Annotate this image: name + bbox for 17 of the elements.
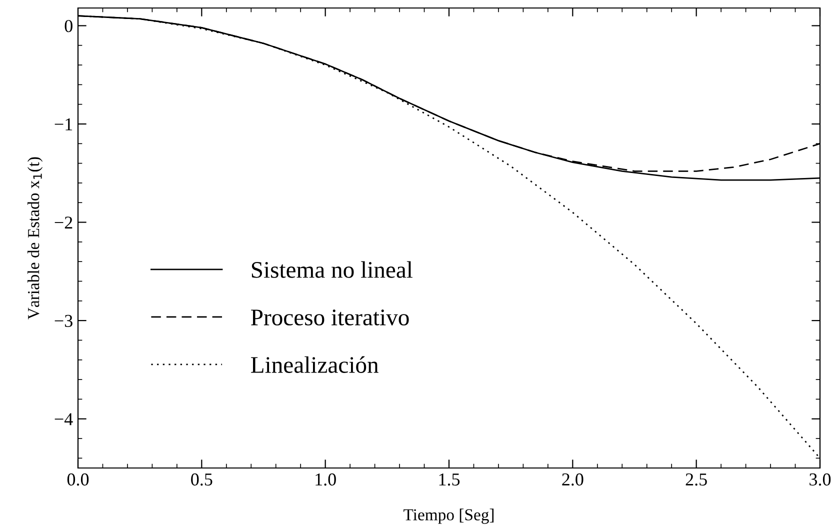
x-tick-label: 1.5 (439, 473, 460, 486)
x-tick-label: 2.5 (686, 473, 707, 486)
y-tick-label: −2 (54, 216, 72, 229)
x-tick-label: 0.0 (67, 473, 89, 486)
legend-label: Linealización (251, 356, 378, 373)
legend-label: Sistema no lineal (252, 261, 413, 278)
x-axis-title: Tiempo [Seg] (404, 508, 494, 524)
legend-label: Proceso iterativo (251, 310, 409, 326)
y-tick-label: −3 (54, 314, 72, 328)
x-tick-label: 1.0 (316, 473, 336, 486)
y-tick-label: −1 (54, 118, 72, 130)
y-tick-label: 0 (64, 20, 72, 32)
x-tick-label: 3.0 (810, 473, 831, 486)
y-tick-label: −4 (54, 413, 73, 426)
x-tick-label: 2.0 (562, 473, 584, 486)
x-tick-label: 0.5 (191, 473, 212, 486)
y-axis-title: Variable de Estado x$_{1}$(t) (27, 157, 43, 320)
